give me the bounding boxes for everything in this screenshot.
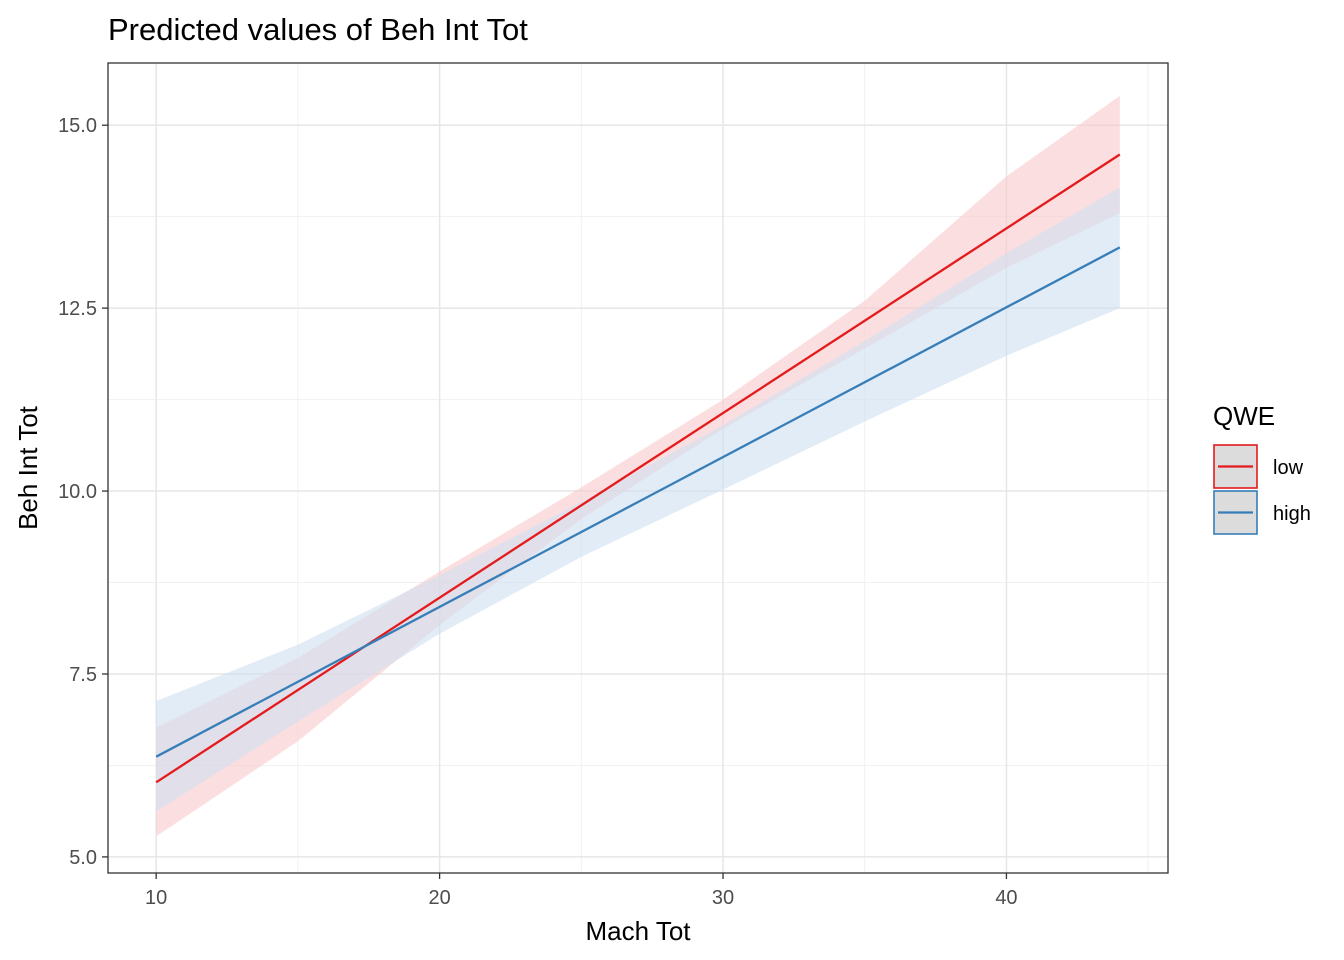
legend-title: QWE [1213,401,1275,431]
x-axis: 10 20 30 40 [145,873,1018,909]
x-tick-label: 20 [428,887,450,909]
chart-title: Predicted values of Beh Int Tot [108,12,528,47]
series-line-high [155,246,1121,758]
x-tick-label: 40 [995,887,1017,909]
y-tick-label: 5.0 [69,847,97,869]
y-tick-label: 7.5 [69,664,97,686]
x-tick-label: 10 [145,887,167,909]
legend-item-high: high [1213,490,1311,535]
legend-item-low: low [1213,444,1304,489]
x-tick-label: 30 [712,887,734,909]
y-tick-label: 12.5 [58,298,97,320]
legend-label-low: low [1273,457,1304,479]
y-tick-label: 15.0 [58,115,97,137]
y-tick-label: 10.0 [58,481,97,503]
legend-label-high: high [1273,503,1311,525]
legend-items: low high [1213,444,1311,535]
series-line-low [155,153,1121,784]
x-axis-title: Mach Tot [585,916,691,946]
y-axis: 5.0 7.5 10.0 12.5 15.0 [58,115,108,869]
plot-area [107,62,1169,874]
legend: QWE low high [1213,401,1311,535]
confidence-band-high [156,187,1120,812]
plot-border [107,62,1169,874]
y-axis-title: Beh Int Tot [13,405,43,530]
